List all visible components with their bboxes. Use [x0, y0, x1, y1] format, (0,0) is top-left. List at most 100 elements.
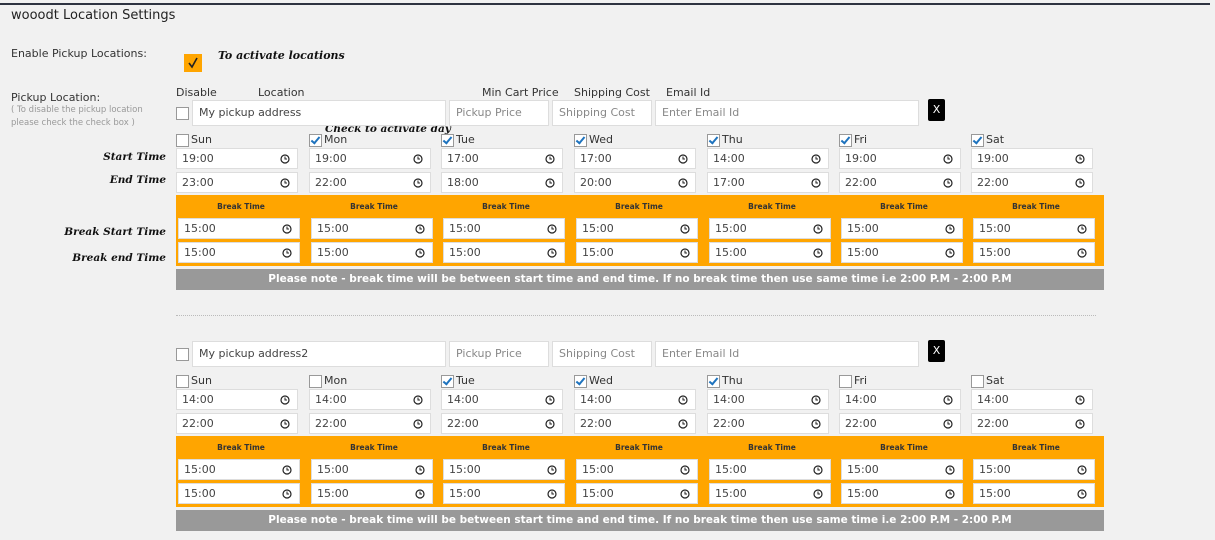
time-input[interactable]: 15:00: [178, 459, 300, 480]
location-input[interactable]: My pickup address2: [192, 341, 446, 367]
day-checkbox[interactable]: [707, 134, 720, 147]
time-input[interactable]: 14:00: [176, 389, 298, 410]
day-checkbox[interactable]: [441, 134, 454, 147]
time-input[interactable]: 15:00: [443, 483, 565, 504]
row-label: Start Time: [103, 151, 166, 163]
shipping-cost-input[interactable]: Shipping Cost: [552, 100, 652, 126]
time-input[interactable]: 15:00: [973, 459, 1095, 480]
day-checkbox[interactable]: [176, 134, 189, 147]
clock-icon: [415, 224, 425, 234]
time-input[interactable]: 15:00: [576, 218, 698, 239]
enable-label: Enable Pickup Locations:: [11, 47, 147, 60]
break-label: Break Time: [880, 202, 928, 211]
time-input[interactable]: 14:00: [441, 389, 563, 410]
time-input[interactable]: 22:00: [839, 413, 961, 434]
day-checkbox[interactable]: [574, 134, 587, 147]
time-input[interactable]: 22:00: [574, 413, 696, 434]
min-cart-price-input[interactable]: Pickup Price: [449, 341, 549, 367]
disable-checkbox[interactable]: [176, 348, 189, 361]
time-input[interactable]: 22:00: [839, 172, 961, 193]
day-checkbox[interactable]: [441, 375, 454, 388]
time-value: 15:00: [184, 222, 216, 235]
email-input[interactable]: Enter Email Id: [655, 100, 919, 126]
time-input[interactable]: 15:00: [709, 459, 831, 480]
day-checkbox[interactable]: [309, 375, 322, 388]
time-input[interactable]: 15:00: [576, 242, 698, 263]
time-input[interactable]: 17:00: [574, 148, 696, 169]
enable-checkbox[interactable]: [184, 54, 202, 72]
time-input[interactable]: 15:00: [311, 483, 433, 504]
time-input[interactable]: 15:00: [443, 242, 565, 263]
time-input[interactable]: 14:00: [707, 148, 829, 169]
time-input[interactable]: 15:00: [973, 242, 1095, 263]
day-checkbox[interactable]: [574, 375, 587, 388]
day-checkbox[interactable]: [309, 134, 322, 147]
day-name: Sun: [191, 133, 212, 146]
time-input[interactable]: 22:00: [309, 172, 431, 193]
time-input[interactable]: 22:00: [441, 413, 563, 434]
clock-icon: [547, 224, 557, 234]
time-input[interactable]: 17:00: [707, 172, 829, 193]
day-checkbox[interactable]: [971, 375, 984, 388]
day-checkbox[interactable]: [176, 375, 189, 388]
time-input[interactable]: 15:00: [178, 242, 300, 263]
time-input[interactable]: 15:00: [841, 459, 963, 480]
time-input[interactable]: 22:00: [971, 413, 1093, 434]
top-border: [0, 3, 1210, 5]
time-input[interactable]: 15:00: [841, 242, 963, 263]
time-input[interactable]: 15:00: [443, 218, 565, 239]
time-input[interactable]: 15:00: [841, 218, 963, 239]
time-input[interactable]: 14:00: [707, 389, 829, 410]
time-input[interactable]: 20:00: [574, 172, 696, 193]
time-input[interactable]: 15:00: [576, 483, 698, 504]
time-input[interactable]: 15:00: [973, 218, 1095, 239]
time-input[interactable]: 19:00: [176, 148, 298, 169]
day-checkbox[interactable]: [707, 375, 720, 388]
time-input[interactable]: 23:00: [176, 172, 298, 193]
time-input[interactable]: 15:00: [311, 218, 433, 239]
time-input[interactable]: 14:00: [309, 389, 431, 410]
time-input[interactable]: 15:00: [841, 483, 963, 504]
remove-button[interactable]: X: [928, 340, 945, 362]
time-input[interactable]: 14:00: [971, 389, 1093, 410]
time-input[interactable]: 15:00: [178, 218, 300, 239]
time-input[interactable]: 15:00: [709, 242, 831, 263]
time-input[interactable]: 22:00: [707, 413, 829, 434]
disable-checkbox[interactable]: [176, 107, 189, 120]
day-checkbox[interactable]: [839, 375, 852, 388]
location-input[interactable]: My pickup address: [192, 100, 446, 126]
clock-icon: [1075, 154, 1085, 164]
time-input[interactable]: 19:00: [839, 148, 961, 169]
day-checkbox[interactable]: [971, 134, 984, 147]
time-input[interactable]: 14:00: [574, 389, 696, 410]
time-input[interactable]: 17:00: [441, 148, 563, 169]
time-input[interactable]: 14:00: [839, 389, 961, 410]
time-input[interactable]: 19:00: [309, 148, 431, 169]
time-input[interactable]: 15:00: [178, 483, 300, 504]
time-input[interactable]: 22:00: [309, 413, 431, 434]
time-input[interactable]: 22:00: [971, 172, 1093, 193]
time-input[interactable]: 15:00: [973, 483, 1095, 504]
time-input[interactable]: 15:00: [311, 242, 433, 263]
time-input[interactable]: 18:00: [441, 172, 563, 193]
remove-button[interactable]: X: [928, 99, 945, 121]
clock-icon: [1077, 224, 1087, 234]
time-input[interactable]: 15:00: [443, 459, 565, 480]
time-value: 14:00: [447, 393, 479, 406]
clock-icon: [678, 178, 688, 188]
break-label: Break Time: [1012, 443, 1060, 452]
time-value: 22:00: [447, 417, 479, 430]
time-input[interactable]: 15:00: [709, 483, 831, 504]
time-input[interactable]: 19:00: [971, 148, 1093, 169]
time-input[interactable]: 15:00: [576, 459, 698, 480]
shipping-cost-text: Shipping Cost: [559, 347, 635, 360]
min-cart-price-input[interactable]: Pickup Price: [449, 100, 549, 126]
shipping-cost-input[interactable]: Shipping Cost: [552, 341, 652, 367]
time-input[interactable]: 15:00: [709, 218, 831, 239]
column-header: Location: [258, 86, 305, 99]
day-checkbox[interactable]: [839, 134, 852, 147]
time-input[interactable]: 15:00: [311, 459, 433, 480]
clock-icon: [945, 465, 955, 475]
email-input[interactable]: Enter Email Id: [655, 341, 919, 367]
time-input[interactable]: 22:00: [176, 413, 298, 434]
